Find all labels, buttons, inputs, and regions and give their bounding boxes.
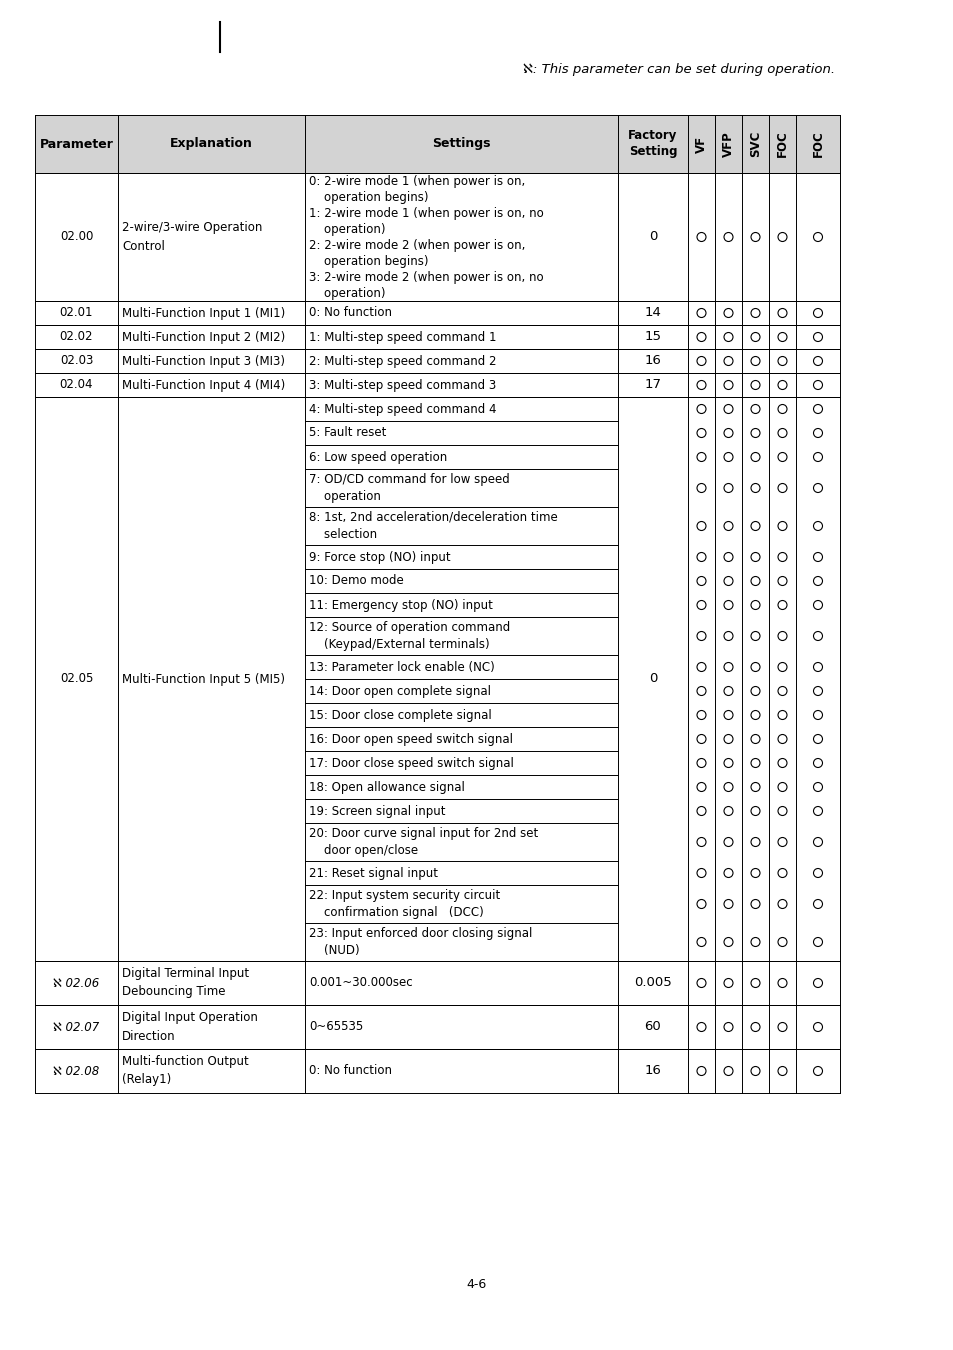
Text: 17: 17 [644, 378, 660, 392]
Text: 1: Multi-step speed command 1: 1: Multi-step speed command 1 [309, 331, 496, 343]
Text: 02.04: 02.04 [60, 378, 93, 392]
Text: Factory: Factory [628, 130, 677, 143]
Text: 02.01: 02.01 [60, 306, 93, 320]
Text: ℵ 02.06: ℵ 02.06 [53, 976, 99, 990]
Text: 6: Low speed operation: 6: Low speed operation [309, 451, 447, 463]
Text: 18: Open allowance signal: 18: Open allowance signal [309, 780, 464, 794]
Text: 15: Door close complete signal: 15: Door close complete signal [309, 709, 491, 721]
Text: 4-6: 4-6 [466, 1278, 487, 1292]
Text: 21: Reset signal input: 21: Reset signal input [309, 867, 437, 879]
Text: 11: Emergency stop (NO) input: 11: Emergency stop (NO) input [309, 598, 493, 612]
Text: 16: Door open speed switch signal: 16: Door open speed switch signal [309, 733, 513, 745]
Text: 15: 15 [644, 331, 660, 343]
Text: 0.005: 0.005 [634, 976, 671, 990]
Text: 10: Demo mode: 10: Demo mode [309, 575, 403, 587]
Text: 0~65535: 0~65535 [309, 1021, 363, 1034]
Text: Multi-Function Input 5 (MI5): Multi-Function Input 5 (MI5) [122, 672, 285, 686]
Text: 16: 16 [644, 1065, 660, 1077]
Bar [35, 115, 840, 173]
Text: 1: 2-wire mode 1 (when power is on, no: 1: 2-wire mode 1 (when power is on, no [309, 207, 543, 220]
Text: VF: VF [695, 135, 707, 153]
Text: 02.02: 02.02 [60, 331, 93, 343]
Text: 2: 2-wire mode 2 (when power is on,: 2: 2-wire mode 2 (when power is on, [309, 239, 525, 251]
Text: 22: Input system security circuit
    confirmation signal   (DCC): 22: Input system security circuit confir… [309, 890, 499, 919]
Text: 3: 2-wire mode 2 (when power is on, no: 3: 2-wire mode 2 (when power is on, no [309, 270, 543, 284]
Text: operation): operation) [309, 286, 385, 300]
Text: 23: Input enforced door closing signal
    (NUD): 23: Input enforced door closing signal (… [309, 927, 532, 957]
Text: 4: Multi-step speed command 4: 4: Multi-step speed command 4 [309, 402, 496, 416]
Text: FOC: FOC [775, 131, 788, 158]
Text: 3: Multi-step speed command 3: 3: Multi-step speed command 3 [309, 378, 496, 392]
Text: Multi-function Output
(Relay1): Multi-function Output (Relay1) [122, 1056, 249, 1087]
Text: FOC: FOC [811, 131, 823, 158]
Text: 9: Force stop (NO) input: 9: Force stop (NO) input [309, 551, 450, 563]
Text: operation): operation) [309, 223, 385, 235]
Text: 0.001~30.000sec: 0.001~30.000sec [309, 976, 413, 990]
Text: Multi-Function Input 2 (MI2): Multi-Function Input 2 (MI2) [122, 331, 285, 343]
Text: 02.05: 02.05 [60, 672, 93, 686]
Text: operation begins): operation begins) [309, 255, 428, 267]
Text: 8: 1st, 2nd acceleration/deceleration time
    selection: 8: 1st, 2nd acceleration/deceleration ti… [309, 512, 558, 541]
Text: 0: 0 [648, 231, 657, 243]
Text: ℵ: This parameter can be set during operation.: ℵ: This parameter can be set during oper… [522, 63, 834, 77]
Text: 02.03: 02.03 [60, 355, 93, 367]
Text: 0: 0 [648, 672, 657, 686]
Text: Settings: Settings [432, 138, 490, 150]
Text: operation begins): operation begins) [309, 190, 428, 204]
Text: SVC: SVC [748, 131, 761, 157]
Text: 2: Multi-step speed command 2: 2: Multi-step speed command 2 [309, 355, 496, 367]
Text: ℵ 02.08: ℵ 02.08 [53, 1065, 99, 1077]
Text: ℵ 02.07: ℵ 02.07 [53, 1021, 99, 1034]
Text: 12: Source of operation command
    (Keypad/External terminals): 12: Source of operation command (Keypad/… [309, 621, 510, 651]
Text: 2-wire/3-wire Operation
Control: 2-wire/3-wire Operation Control [122, 221, 262, 252]
Text: Digital Terminal Input
Debouncing Time: Digital Terminal Input Debouncing Time [122, 968, 249, 999]
Text: 5: Fault reset: 5: Fault reset [309, 427, 386, 440]
Text: 20: Door curve signal input for 2nd set
    door open/close: 20: Door curve signal input for 2nd set … [309, 828, 537, 857]
Text: Multi-Function Input 1 (MI1): Multi-Function Input 1 (MI1) [122, 306, 285, 320]
Text: 0: No function: 0: No function [309, 1065, 392, 1077]
Text: Multi-Function Input 3 (MI3): Multi-Function Input 3 (MI3) [122, 355, 285, 367]
Text: 19: Screen signal input: 19: Screen signal input [309, 805, 445, 818]
Text: 13: Parameter lock enable (NC): 13: Parameter lock enable (NC) [309, 660, 495, 674]
Text: 0: No function: 0: No function [309, 306, 392, 320]
Text: 16: 16 [644, 355, 660, 367]
Text: Parameter: Parameter [39, 138, 113, 150]
Text: Multi-Function Input 4 (MI4): Multi-Function Input 4 (MI4) [122, 378, 285, 392]
Text: 60: 60 [644, 1021, 660, 1034]
Text: VFP: VFP [721, 131, 734, 157]
Text: 02.00: 02.00 [60, 231, 93, 243]
Text: 14: Door open complete signal: 14: Door open complete signal [309, 684, 491, 698]
Text: Explanation: Explanation [170, 138, 253, 150]
Text: 0: 2-wire mode 1 (when power is on,: 0: 2-wire mode 1 (when power is on, [309, 174, 525, 188]
Text: 14: 14 [644, 306, 660, 320]
Text: Setting: Setting [628, 146, 677, 158]
Text: 7: OD/CD command for low speed
    operation: 7: OD/CD command for low speed operation [309, 472, 509, 504]
Text: Digital Input Operation
Direction: Digital Input Operation Direction [122, 1011, 257, 1042]
Text: 17: Door close speed switch signal: 17: Door close speed switch signal [309, 756, 514, 770]
